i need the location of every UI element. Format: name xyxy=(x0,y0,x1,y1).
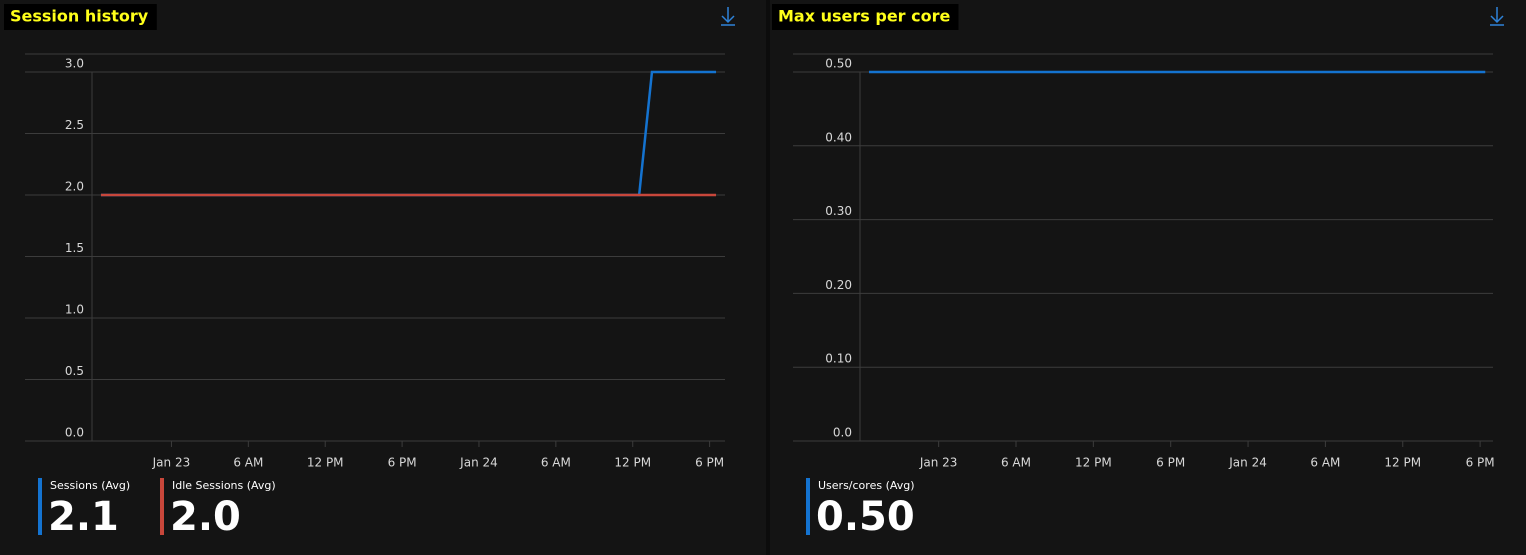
title-highlight xyxy=(4,4,157,30)
x-tick-label: 6 PM xyxy=(1466,456,1495,470)
y-tick-label: 3.0 xyxy=(65,57,84,71)
x-tick-label: 6 PM xyxy=(388,456,417,470)
x-tick-label: 12 PM xyxy=(1075,456,1112,470)
chart-title: Session history xyxy=(10,7,149,26)
legend-swatch xyxy=(38,478,42,535)
y-tick-label: 2.0 xyxy=(65,180,84,194)
download-button[interactable] xyxy=(1490,7,1504,26)
legend-label: Sessions (Avg) xyxy=(50,479,130,492)
x-tick-label: 12 PM xyxy=(307,456,344,470)
x-tick-label: 6 AM xyxy=(541,456,571,470)
y-tick-label: 0.40 xyxy=(825,130,852,144)
y-tick-label: 1.5 xyxy=(65,241,84,255)
y-tick-label: 0.5 xyxy=(65,364,84,378)
x-tick-label: 6 AM xyxy=(1001,456,1031,470)
x-tick-label: Jan 24 xyxy=(459,456,498,470)
legend-swatch xyxy=(806,478,810,535)
legend-label: Idle Sessions (Avg) xyxy=(172,479,276,492)
legend-swatch xyxy=(160,478,164,535)
x-tick-label: Jan 24 xyxy=(1228,456,1267,470)
x-tick-label: 6 PM xyxy=(695,456,724,470)
y-tick-label: 2.5 xyxy=(65,118,84,132)
download-icon xyxy=(1490,15,1504,24)
x-tick-label: 12 PM xyxy=(1384,456,1421,470)
summary-value: 2.1 xyxy=(48,494,119,540)
panel-divider xyxy=(766,0,770,555)
x-tick-label: 6 AM xyxy=(233,456,263,470)
download-icon xyxy=(721,15,735,24)
y-tick-label: 0.0 xyxy=(833,426,852,440)
y-tick-label: 1.0 xyxy=(65,303,84,317)
legend-label: Users/cores (Avg) xyxy=(818,479,915,492)
y-tick-label: 0.10 xyxy=(825,352,852,366)
x-tick-label: 12 PM xyxy=(614,456,651,470)
summary-value: 2.0 xyxy=(170,494,241,540)
y-tick-label: 0.0 xyxy=(65,426,84,440)
chart-title: Max users per core xyxy=(778,7,950,26)
x-tick-label: Jan 23 xyxy=(152,456,191,470)
x-tick-label: 6 AM xyxy=(1310,456,1340,470)
summary-value: 0.50 xyxy=(816,494,915,540)
download-button[interactable] xyxy=(721,7,735,26)
y-tick-label: 0.30 xyxy=(825,204,852,218)
x-tick-label: Jan 23 xyxy=(919,456,958,470)
y-tick-label: 0.50 xyxy=(825,57,852,71)
title-highlight xyxy=(772,4,959,30)
x-tick-label: 6 PM xyxy=(1156,456,1185,470)
y-tick-label: 0.20 xyxy=(825,278,852,292)
